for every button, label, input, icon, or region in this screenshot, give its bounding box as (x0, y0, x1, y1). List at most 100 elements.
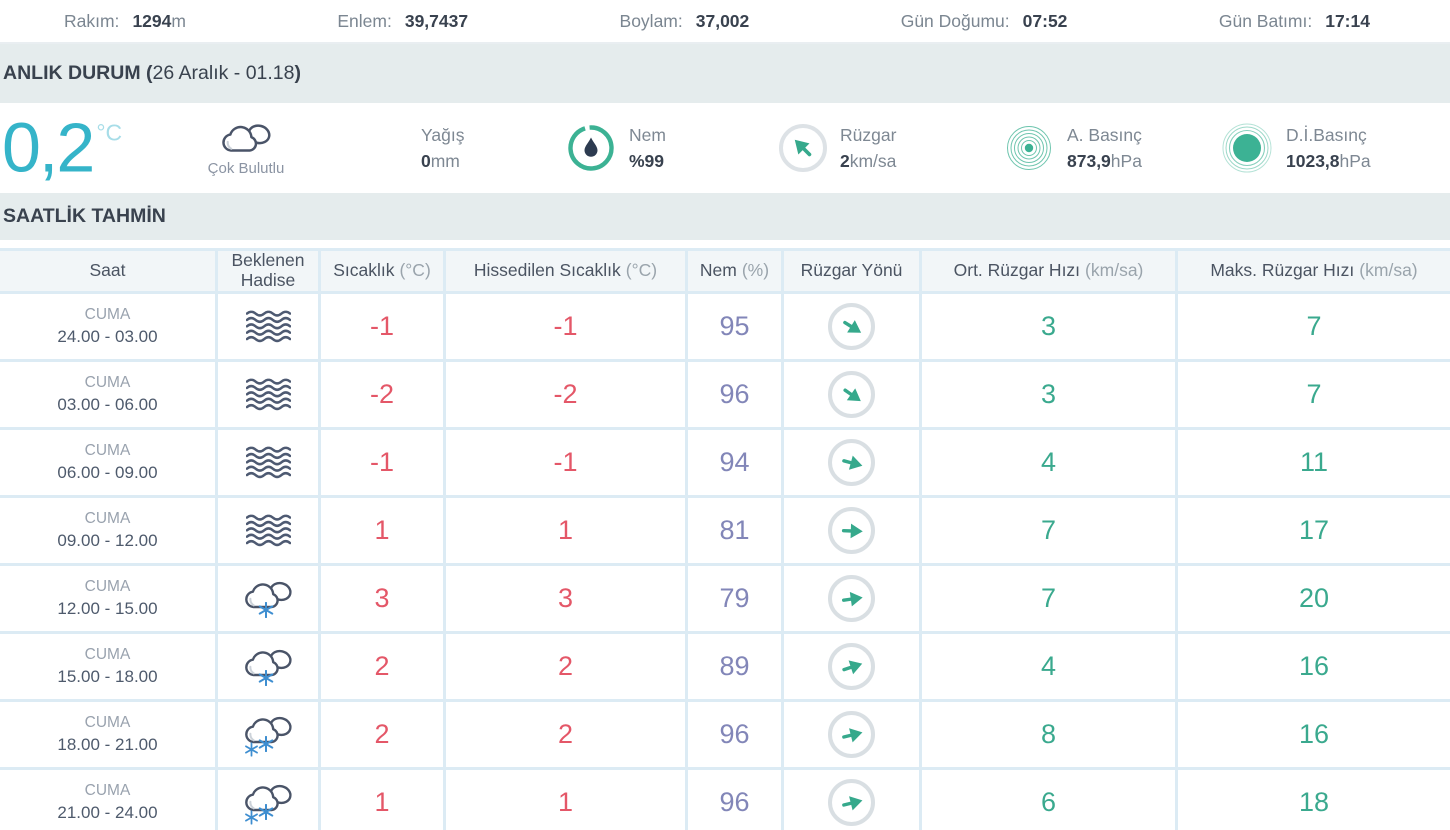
wind-icon (779, 124, 827, 172)
humidity-cell: 95 (688, 294, 781, 359)
sea-pressure-value: 1023,8 (1286, 151, 1340, 171)
clouds-icon (219, 119, 273, 157)
max-wind-cell: 16 (1178, 702, 1450, 767)
section-title-current: ANLIK DURUM (26 Aralık - 01.18) (0, 44, 1450, 103)
wind-direction-arrow-icon (836, 651, 866, 681)
avg-wind-cell: 7 (922, 498, 1175, 563)
time-cell: CUMA 18.00 - 21.00 (0, 702, 215, 767)
expected-event-cell (218, 634, 318, 699)
humidity-value: %99 (629, 151, 665, 171)
temperature-cell: 1 (321, 770, 443, 830)
max-wind-cell: 7 (1178, 294, 1450, 359)
sea-level-pressure-block: D.İ.Basınç 1023,8hPa (1221, 122, 1371, 174)
wind-direction-arrow-icon (835, 310, 868, 343)
avg-wind-cell: 6 (922, 770, 1175, 830)
time-range: 15.00 - 18.00 (57, 667, 158, 686)
avg-wind-cell: 4 (922, 430, 1175, 495)
feels-like-cell: 1 (446, 770, 685, 830)
cloud-snow-icon (245, 714, 294, 756)
wind-direction-cell (784, 566, 919, 631)
day-label: CUMA (84, 374, 131, 391)
humidity-drop-icon (568, 125, 614, 171)
pressure-value: 873,9 (1067, 151, 1111, 171)
stat-label: Boylam: (619, 10, 683, 31)
expected-event-cell (218, 430, 318, 495)
pressure-block: A. Basınç 873,9hPa (1004, 122, 1142, 174)
fog-icon (246, 446, 291, 479)
time-cell: CUMA 21.00 - 24.00 (0, 770, 215, 830)
condition-label: Çok Bulutlu (207, 160, 285, 177)
stat-sunset: Gün Batımı: 17:14 (1219, 11, 1370, 32)
current-conditions: 0,2 °C Çok Bulutlu Yağış 0mm Nem %99 (0, 103, 1450, 193)
feels-like-cell: 3 (446, 566, 685, 631)
stat-value: 37,002 (695, 10, 750, 31)
time-range: 06.00 - 09.00 (57, 463, 158, 482)
wind-direction-icon (828, 643, 875, 690)
wind-direction-cell (784, 770, 919, 830)
time-range: 18.00 - 21.00 (57, 735, 158, 754)
wind-value: 2 (840, 151, 850, 171)
stat-value: 1294 (132, 10, 172, 31)
max-wind-cell: 18 (1178, 770, 1450, 830)
wind-direction-arrow-icon (835, 378, 868, 411)
humidity-cell: 79 (688, 566, 781, 631)
time-range: 03.00 - 06.00 (57, 395, 158, 414)
expected-event-cell (218, 566, 318, 631)
time-range: 09.00 - 12.00 (57, 531, 158, 550)
wind-direction-cell (784, 430, 919, 495)
feels-like-cell: -1 (446, 294, 685, 359)
wind-direction-icon (828, 371, 875, 418)
wind-direction-icon (828, 575, 875, 622)
header-feels-like: Hissedilen Sıcaklık (°C) (446, 251, 685, 291)
wind-direction-arrow-icon (785, 130, 822, 167)
forecast-table: Saat Beklenen Hadise Sıcaklık (°C) Hissed… (0, 248, 1450, 830)
station-pressure-icon (1007, 126, 1051, 170)
day-label: CUMA (84, 442, 131, 459)
wind-direction-arrow-icon (837, 448, 866, 477)
stat-label: Gün Batımı: (1218, 10, 1313, 31)
humidity-label: Nem (629, 125, 666, 145)
humidity-block: Nem %99 (566, 122, 666, 174)
cloud-light-snow-icon (245, 579, 294, 618)
stat-altitude: Rakım: 1294 m (64, 11, 186, 32)
expected-event-cell (218, 702, 318, 767)
time-cell: CUMA 03.00 - 06.00 (0, 362, 215, 427)
avg-wind-cell: 4 (922, 634, 1175, 699)
sea-level-pressure-icon (1222, 123, 1272, 173)
time-cell: CUMA 06.00 - 09.00 (0, 430, 215, 495)
wind-direction-arrow-icon (838, 585, 865, 612)
time-cell: CUMA 15.00 - 18.00 (0, 634, 215, 699)
wind-direction-cell (784, 498, 919, 563)
fog-icon (246, 514, 291, 547)
temperature-cell: -2 (321, 362, 443, 427)
humidity-cell: 96 (688, 362, 781, 427)
header-time: Saat (0, 251, 215, 291)
wind-direction-arrow-icon (837, 788, 866, 817)
temperature-cell: -1 (321, 294, 443, 359)
sea-pressure-label: D.İ.Basınç (1286, 125, 1367, 145)
wind-direction-cell (784, 362, 919, 427)
header-avg-wind: Ort. Rüzgar Hızı (km/sa) (922, 251, 1175, 291)
stat-value: 07:52 (1022, 10, 1068, 31)
temperature-cell: 1 (321, 498, 443, 563)
pressure-unit: hPa (1110, 151, 1142, 171)
header-expected-event: Beklenen Hadise (218, 251, 318, 291)
time-cell: CUMA 09.00 - 12.00 (0, 498, 215, 563)
max-wind-cell: 7 (1178, 362, 1450, 427)
sea-pressure-unit: hPa (1339, 151, 1371, 171)
stat-value: 39,7437 (404, 10, 469, 31)
precip-label: Yağış (421, 125, 465, 145)
temperature-cell: -1 (321, 430, 443, 495)
time-cell: CUMA 24.00 - 03.00 (0, 294, 215, 359)
pressure-label: A. Basınç (1067, 125, 1142, 145)
temperature-cell: 3 (321, 566, 443, 631)
header-max-wind: Maks. Rüzgar Hızı (km/sa) (1178, 251, 1450, 291)
expected-event-cell (218, 770, 318, 830)
max-wind-cell: 17 (1178, 498, 1450, 563)
header-humidity: Nem (%) (688, 251, 781, 291)
humidity-cell: 81 (688, 498, 781, 563)
temperature-value: 0,2 (2, 108, 95, 187)
stat-label: Gün Doğumu: (900, 10, 1010, 31)
wind-direction-icon (828, 779, 875, 826)
wind-direction-icon (828, 303, 875, 350)
